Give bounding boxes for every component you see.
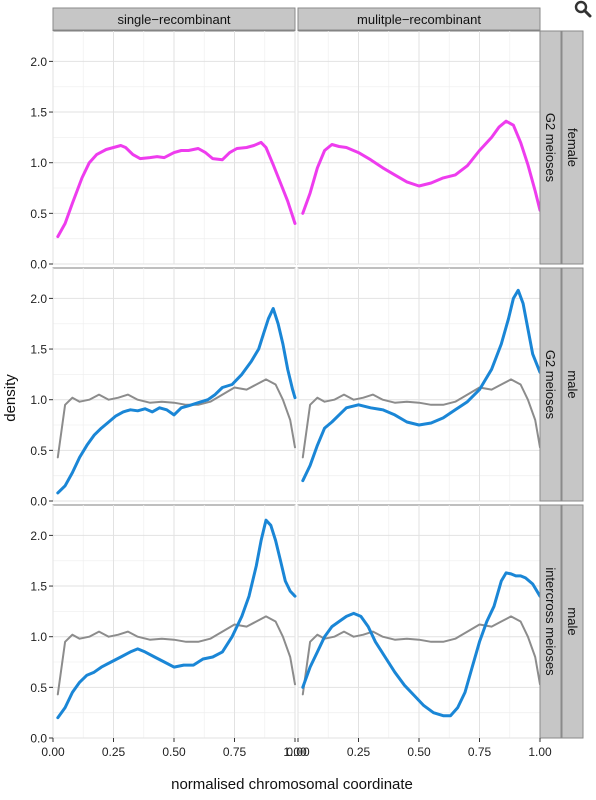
col-strip-bg-0 [52,7,296,31]
panels-layer [52,30,542,739]
row-strip-outer-bg-0 [561,30,584,265]
row-strip-outer-bg-1 [561,267,584,502]
y-tick-label: 2.0 [30,292,47,306]
y-tick-label: 2.0 [30,529,47,543]
panel-r2-c0 [52,504,296,739]
axes-layer: 0.0 0.5 1.0 1.5 2.0 0.0 0.5 1.0 1.5 2.0 0.0 0.5 1.0 1… [30,55,552,759]
row-strip-outer-label-2: male [565,607,580,635]
series-line-male-r1-c1 [301,288,542,483]
x-tick-label: 0.00 [286,745,310,759]
row-strip-inner-label-0: G2 meioses [543,113,558,183]
col-strip-label-0: single−recombinant [117,12,230,27]
series-line-reference-r1-c1 [301,378,541,459]
row-strip-inner-label-1: G2 meioses [543,350,558,420]
zoom-icon[interactable] [574,0,592,18]
y-tick-label: 1.5 [30,106,47,120]
series-line-female-r0-c0 [56,140,297,239]
x-tick-label: 0.25 [347,745,371,759]
panel-r0-c1 [297,30,541,265]
y-tick-label: 0.0 [30,258,47,272]
col-strip-label-1: mulitple−recombinant [357,12,481,27]
series-line-reference-r2-c1 [301,615,541,696]
panel-r1-c0 [52,267,296,502]
x-tick-label: 1.00 [528,745,552,759]
y-axis-title: density [2,374,19,422]
x-tick-label: 0.50 [407,745,431,759]
row-strip-outer-label-1: male [565,370,580,398]
strips-layer: single−recombinant mulitple−recombinant G2… [52,7,584,739]
row-strip-inner-bg-2 [539,504,562,739]
row-strip-outer-bg-2 [561,504,584,739]
series-line-male-r2-c1 [301,571,542,718]
y-tick-label: 1.0 [30,630,47,644]
series-line-reference-r2-c0 [56,615,296,696]
panel-r0-c0 [52,30,296,265]
series-line-male-r2-c0 [56,518,297,720]
series-line-male-r1-c0 [56,307,297,495]
col-strip-bg-1 [297,7,541,31]
y-tick-label: 0.5 [30,444,47,458]
x-tick-label: 0.75 [468,745,492,759]
y-tick-label: 1.0 [30,393,47,407]
series-line-reference-r1-c0 [56,378,296,459]
x-tick-label: 0.25 [102,745,126,759]
row-strip-inner-bg-1 [539,267,562,502]
panel-r1-c1 [297,267,541,502]
y-tick-label: 1.5 [30,343,47,357]
x-tick-label: 1.00 [283,745,307,759]
panel-r2-c1 [297,504,541,739]
y-tick-label: 0.5 [30,207,47,221]
x-tick-label: 0.75 [223,745,247,759]
y-tick-label: 1.5 [30,580,47,594]
x-tick-label: 0.00 [41,745,65,759]
y-tick-label: 0.0 [30,732,47,746]
row-strip-inner-label-2: intercross meioses [543,567,558,676]
row-strip-outer-label-0: female [565,128,580,167]
x-tick-label: 0.50 [162,745,186,759]
y-tick-label: 0.5 [30,681,47,695]
row-strip-inner-bg-0 [539,30,562,265]
y-tick-label: 2.0 [30,55,47,69]
x-axis-title: normalised chromosomal coordinate [171,776,413,793]
series-line-female-r0-c1 [301,119,542,215]
y-tick-label: 1.0 [30,156,47,170]
y-tick-label: 0.0 [30,495,47,509]
